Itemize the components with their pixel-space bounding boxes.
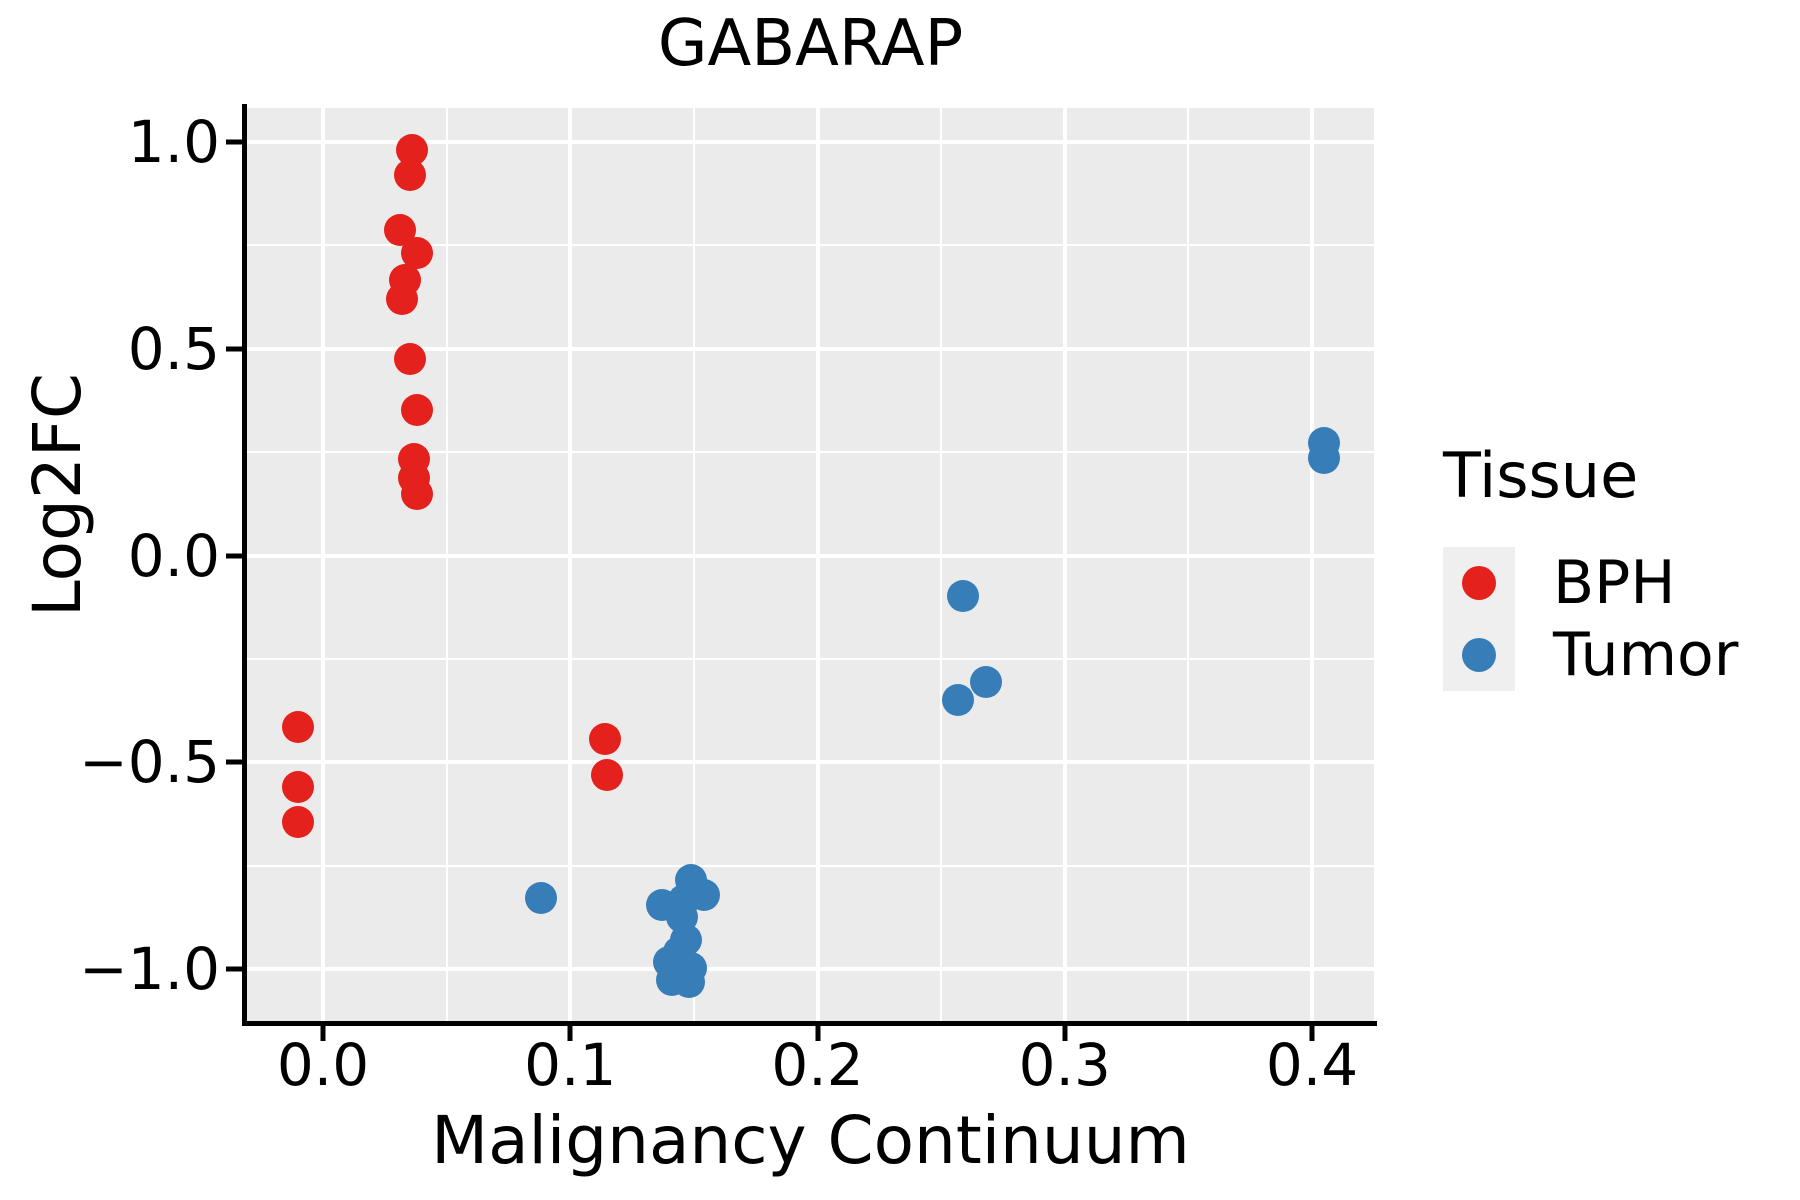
x-tick-label: 0.1 [524,1031,617,1099]
y-tick-label: 0.0 [127,521,220,590]
y-gridline-minor [247,244,1374,247]
x-tick-label: 0.3 [1018,1031,1111,1099]
x-gridline-major [815,108,820,1021]
data-point-tumor [947,580,980,613]
x-gridline-minor [1187,108,1190,1021]
legend-title: Tissue [1443,439,1639,512]
y-gridline-major [247,760,1374,765]
data-point-bph [386,283,419,316]
x-tick-label: 0.4 [1265,1031,1359,1099]
x-gridline-minor [692,108,695,1021]
legend-swatch-tumor [1462,638,1496,672]
y-gridline-major [247,967,1374,971]
data-point-bph [400,237,433,270]
data-point-tumor [672,965,705,998]
y-tick-label: −1.0 [79,935,220,1003]
data-point-tumor [942,683,975,716]
data-point-bph [282,711,315,744]
x-tick-mark [567,1026,573,1041]
plot-panel [247,108,1374,1021]
data-point-bph [282,806,315,839]
data-point-tumor [969,665,1002,698]
data-point-tumor [524,881,557,914]
legend: Tissue BPH Tumor [1443,445,1773,691]
y-gridline-minor [247,451,1374,454]
y-tick-label: 1.0 [127,108,220,176]
x-tick-mark [815,1026,820,1041]
x-tick-mark [1309,1026,1315,1041]
data-point-bph [400,394,433,427]
y-tick-mark [226,139,242,145]
legend-items: BPH Tumor [1443,547,1773,691]
y-tick-mark [226,966,242,972]
data-point-bph [588,722,621,755]
x-gridline-major [1310,108,1314,1021]
y-gridline-major [247,553,1374,558]
x-tick-mark [320,1026,326,1041]
x-gridline-major [568,108,573,1021]
x-tick-label: 0.0 [276,1031,370,1099]
legend-swatch-bph [1462,566,1496,600]
x-gridline-minor [940,108,943,1021]
x-gridline-minor [445,108,448,1021]
data-point-bph [282,771,315,804]
y-tick-mark [226,346,242,352]
x-gridline-major [1062,108,1067,1021]
x-tick-mark [1062,1026,1068,1041]
legend-item-tumor: Tumor [1443,619,1773,691]
data-point-tumor [1308,441,1341,474]
legend-label: Tumor [1553,620,1739,690]
legend-label: BPH [1553,548,1676,618]
y-gridline-minor [247,864,1374,867]
x-axis-spine [242,1021,1377,1026]
plot-title: GABARAP [657,7,964,81]
y-axis-spine [242,104,247,1026]
data-point-bph [393,342,426,375]
y-gridline-minor [247,657,1374,660]
x-gridline-major [321,108,325,1021]
y-gridline-major [247,140,1374,144]
y-tick-label: 0.5 [127,314,220,383]
x-axis-label: Malignancy Continuum [431,1102,1190,1179]
y-gridline-major [247,346,1374,351]
data-point-bph [393,159,426,192]
y-tick-mark [226,759,242,765]
x-tick-label: 0.2 [771,1031,864,1099]
y-tick-label: −0.5 [79,728,220,797]
legend-item-bph: BPH [1443,547,1773,619]
data-point-bph [591,758,624,791]
data-point-bph [400,477,433,510]
y-tick-mark [226,553,242,558]
